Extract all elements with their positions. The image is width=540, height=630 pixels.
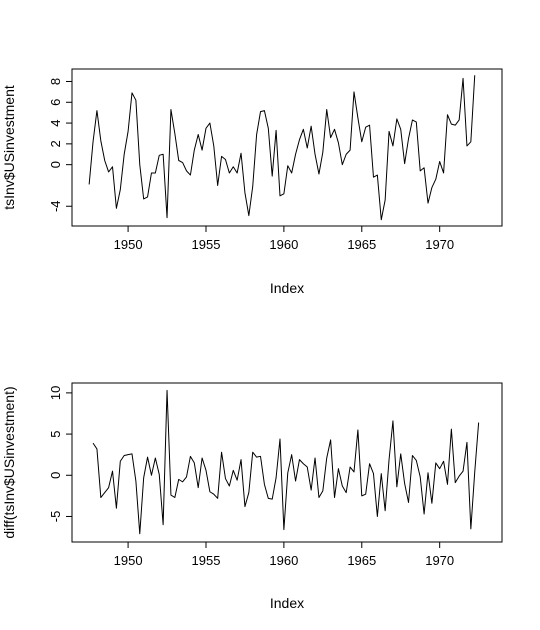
plot-frame [71, 68, 503, 227]
x-tick-label: 1960 [269, 553, 298, 568]
y-axis-label: tsInv$USinvestment [1, 85, 17, 210]
x-axis-label: Index [270, 280, 304, 296]
y-tick-label: 0 [48, 472, 63, 479]
x-tick-label: 1965 [347, 237, 376, 252]
y-tick-label: 10 [48, 386, 63, 400]
y-tick-label: 2 [48, 140, 63, 147]
x-tick-label: 1955 [192, 237, 221, 252]
series-line [92, 389, 480, 535]
y-tick-label: -5 [48, 511, 63, 523]
y-tick-label: -4 [48, 200, 63, 212]
y-tick-label: 8 [48, 78, 63, 85]
x-tick-label: 1950 [114, 553, 143, 568]
x-tick-label: 1960 [269, 237, 298, 252]
y-tick-label: 5 [48, 430, 63, 437]
series-line [88, 75, 476, 221]
bottom-panel: 1950 1955 1960 1965 1970 -5 0 5 10 Index diff(tsIn… [1, 382, 503, 611]
x-tick-label: 1955 [192, 553, 221, 568]
y-axis-label: diff(tsInv$USinvestment) [1, 386, 17, 538]
y-tick-label: 6 [48, 99, 63, 106]
x-axis-label: Index [270, 595, 304, 611]
x-tick-label: 1970 [425, 237, 454, 252]
y-tick-label: 0 [48, 161, 63, 168]
top-panel: 1950 1955 1960 1965 1970 -4 0 2 4 6 8 Index tsInv$US… [1, 68, 503, 296]
x-tick-label: 1965 [347, 553, 376, 568]
x-tick-label: 1970 [425, 553, 454, 568]
x-tick-label: 1950 [114, 237, 143, 252]
y-tick-label: 4 [48, 119, 63, 126]
plot-frame [71, 382, 503, 543]
